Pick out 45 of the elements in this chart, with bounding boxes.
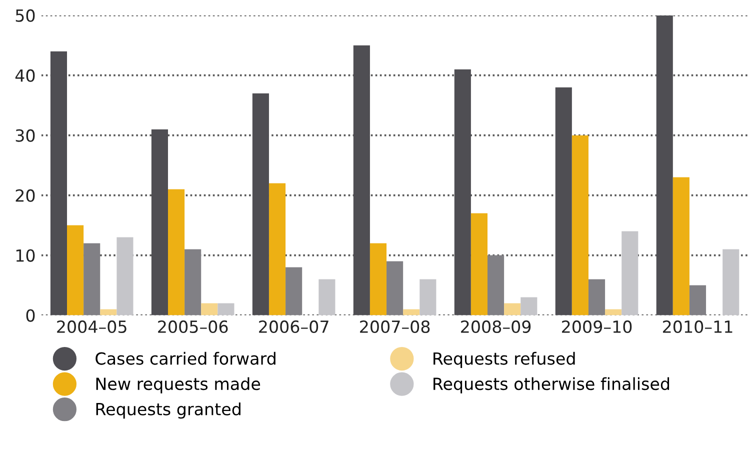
x-tick-label: 2008–09 — [461, 320, 531, 334]
y-tick-label: 10 — [16, 249, 35, 262]
bar — [672, 177, 690, 316]
y-tick-label: 40 — [15, 69, 35, 82]
bar — [504, 303, 521, 316]
bar — [201, 303, 218, 316]
legend-label: New requests made — [96, 377, 260, 394]
x-tick-label: 2010–11 — [662, 320, 732, 334]
x-tick-label: 2009–10 — [562, 320, 632, 334]
bar — [470, 213, 488, 316]
legend-label: Cases carried forward — [96, 352, 276, 365]
x-tick-label: 2006–07 — [259, 320, 328, 334]
y-tick-label: 50 — [16, 9, 35, 22]
legend-label: Requests refused — [434, 352, 575, 368]
bar — [420, 279, 436, 316]
bar — [488, 255, 504, 316]
bar — [588, 279, 606, 316]
bar — [622, 231, 638, 316]
bar — [286, 267, 302, 316]
bar — [520, 297, 538, 316]
bar — [116, 237, 134, 316]
x-tick-label: 2007–08 — [360, 320, 430, 334]
bar — [370, 243, 387, 316]
bar — [318, 279, 336, 316]
bar — [386, 261, 404, 316]
bar — [572, 135, 588, 316]
y-tick-label: 20 — [16, 189, 35, 202]
legend-label: Requests granted — [96, 402, 240, 419]
legend-label: Requests otherwise finalised — [434, 377, 670, 394]
x-tick-label: 2004–05 — [57, 320, 126, 334]
bar — [605, 309, 622, 316]
bar — [184, 249, 202, 316]
bar — [403, 309, 420, 316]
bar — [555, 87, 572, 316]
x-tick-label: 2005–06 — [158, 320, 228, 334]
bar — [84, 243, 100, 316]
y-tick-label: 0 — [26, 309, 35, 322]
bar — [689, 285, 706, 316]
bar — [168, 189, 185, 316]
y-tick-label: 30 — [16, 129, 35, 142]
bar — [722, 249, 740, 316]
bar — [218, 303, 234, 316]
bar — [67, 225, 84, 316]
bar — [268, 183, 286, 316]
bar — [100, 309, 117, 316]
